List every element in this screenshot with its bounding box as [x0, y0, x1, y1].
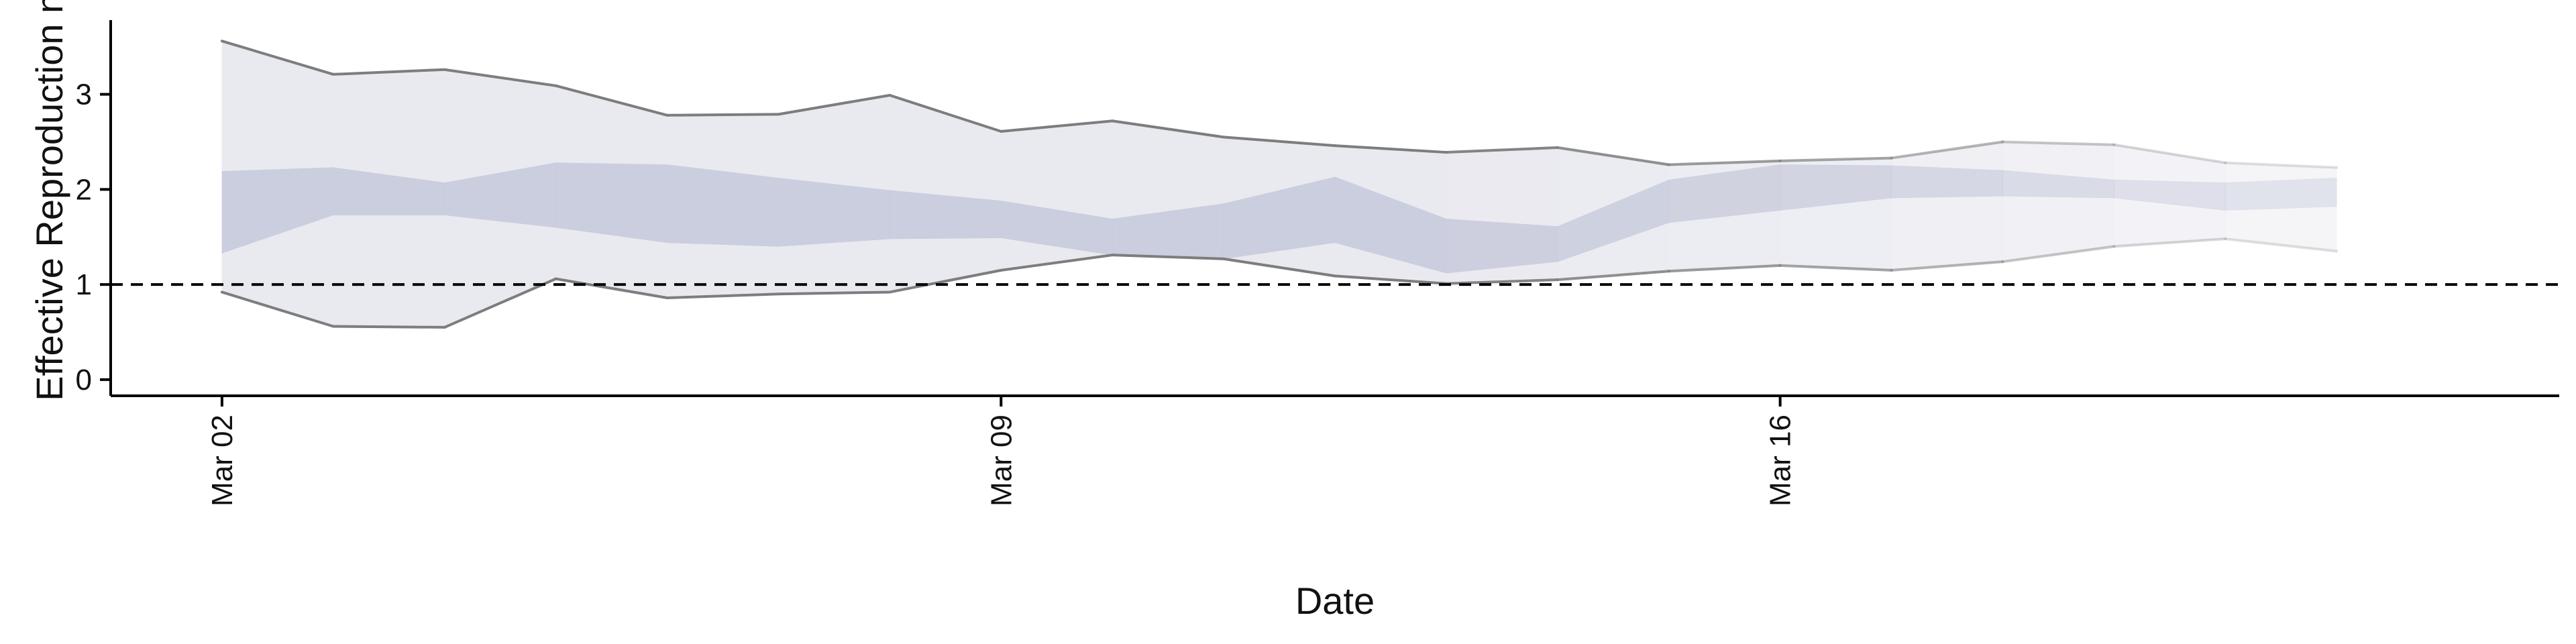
x-ticks: Mar 02 Mar 09 Mar 16: [206, 396, 1797, 506]
upper-bound-segment: [1778, 156, 1893, 162]
upper-bound-segment: [2224, 161, 2339, 169]
upper-bound-segment: [1667, 159, 1782, 166]
y-axis-title: Effective Reproduction no.: [28, 0, 70, 401]
outer-band-segment: [2224, 162, 2337, 252]
lower-bound-segment: [1111, 254, 1226, 260]
y-tick-label: 3: [76, 78, 92, 111]
upper-bound-segment: [1111, 119, 1226, 139]
lower-bound-segment: [1667, 264, 1782, 273]
upper-bound-segment: [220, 40, 335, 76]
lower-bound-segment: [2001, 245, 2116, 264]
lower-bound-segment: [1000, 254, 1114, 272]
upper-bound-segment: [665, 113, 780, 117]
inner-band-segment: [2114, 179, 2226, 211]
upper-bound-segment: [1444, 146, 1559, 154]
lower-bound-segment: [1444, 278, 1559, 285]
upper-bound-segment: [443, 68, 557, 87]
outer-band-segment: [2002, 142, 2114, 262]
lower-bound-segment: [2112, 237, 2227, 248]
lower-bound-segment: [888, 268, 1003, 294]
lower-bound-segment: [1222, 257, 1336, 278]
y-tick-label: 1: [76, 268, 92, 301]
upper-bound-segment: [888, 94, 1003, 133]
lower-bound-segment: [2224, 237, 2339, 253]
lower-bound-segment: [1556, 270, 1670, 282]
lower-bound-segment: [1334, 274, 1448, 285]
upper-bound-segment: [1222, 136, 1336, 148]
upper-bound-segment: [1334, 144, 1448, 154]
lower-bound-segment: [665, 292, 780, 299]
upper-bound-segment: [1000, 119, 1114, 133]
upper-bound-segment: [2112, 143, 2227, 164]
bound-lines: [220, 40, 2339, 329]
lower-bound-segment: [1890, 260, 2004, 272]
x-tick-label: Mar 09: [985, 415, 1018, 506]
inner-band-segment: [2224, 178, 2337, 211]
upper-bound-segment: [1890, 140, 2004, 160]
y-tick-label: 0: [76, 364, 92, 396]
lower-bound-segment: [443, 277, 557, 329]
x-axis-title: Date: [1295, 580, 1375, 622]
upper-bound-segment: [777, 94, 892, 116]
upper-bound-segment: [331, 68, 446, 76]
upper-bound-segment: [2001, 140, 2116, 146]
upper-bound-segment: [554, 84, 669, 117]
lower-bound-segment: [554, 277, 669, 299]
bands: [221, 40, 2337, 328]
y-ticks: 0 1 2 3: [76, 78, 111, 396]
y-tick-label: 2: [76, 173, 92, 206]
inner-band-segment: [667, 164, 779, 247]
lower-bound-segment: [220, 290, 335, 328]
inner-band-segment: [1891, 165, 2003, 199]
upper-bound-segment: [1556, 146, 1670, 166]
inner-band-segment: [2002, 170, 2114, 199]
lower-bound-segment: [777, 290, 892, 296]
x-tick-label: Mar 02: [206, 415, 239, 506]
x-tick-label: Mar 16: [1764, 415, 1797, 506]
outer-band-segment: [2114, 144, 2226, 247]
lower-bound-segment: [1778, 264, 1893, 272]
outer-band-segment: [1891, 142, 2003, 271]
